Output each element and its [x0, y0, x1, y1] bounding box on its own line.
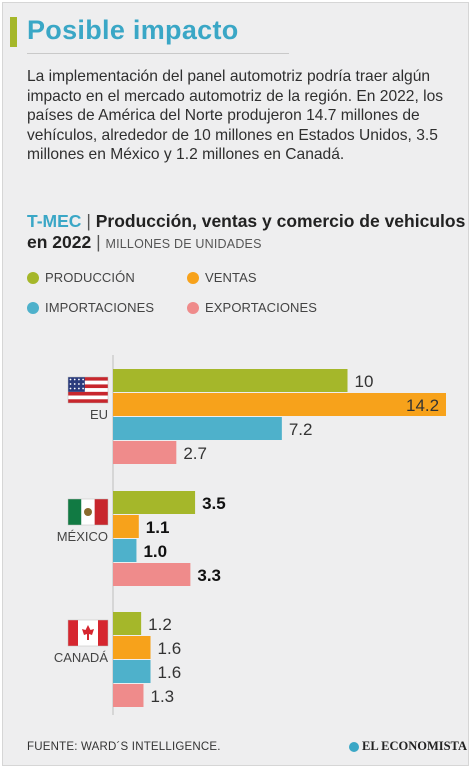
legend-swatch — [27, 301, 39, 314]
bar-chart: 10 14.2 7.2 2.7 EU 3.5 1.1 1.0 3.3 MÉXICO 1.2 1.6 1.… — [54, 355, 446, 715]
page-title: Posible impacto — [27, 15, 239, 45]
bar — [113, 393, 446, 416]
canada-flag-icon — [67, 619, 109, 647]
category-label: CANADÁ — [54, 650, 109, 665]
bar — [113, 369, 348, 392]
bar — [113, 684, 144, 707]
data-label: 1.6 — [158, 639, 182, 658]
legend-label: PRODUCCIÓN — [45, 270, 135, 285]
bar — [113, 515, 139, 538]
legend-item-importaciones: IMPORTACIONES — [27, 300, 154, 315]
bar — [113, 563, 191, 586]
bar — [113, 417, 282, 440]
publisher-name: EL ECONOMISTA — [362, 739, 467, 753]
source-note: FUENTE: WARD´S INTELLIGENCE. — [27, 741, 221, 753]
chart-title-tag: T-MEC — [27, 211, 82, 231]
data-label: 3.5 — [202, 494, 226, 513]
data-label: 3.3 — [197, 566, 221, 585]
publisher-logo: EL ECONOMISTA — [349, 739, 467, 754]
intro-paragraph: La implementación del panel automotriz p… — [27, 68, 444, 163]
bar — [113, 636, 151, 659]
data-label: 1.2 — [148, 615, 172, 634]
logo-mark-icon — [349, 741, 359, 752]
data-label: 7.2 — [289, 420, 313, 439]
data-label: 10 — [355, 372, 374, 391]
data-label: 1.0 — [143, 542, 167, 561]
legend-swatch — [27, 271, 39, 284]
bar — [113, 491, 196, 514]
data-label: 2.7 — [183, 444, 207, 463]
data-label: 1.3 — [150, 687, 174, 706]
chart-title: T-MEC | Producción, ventas y comercio de… — [27, 211, 467, 255]
bar — [113, 539, 137, 562]
legend-item-produccion: PRODUCCIÓN — [27, 270, 135, 285]
legend-item-exportaciones: EXPORTACIONES — [187, 300, 317, 315]
legend-label: EXPORTACIONES — [205, 300, 318, 315]
legend-swatch — [187, 271, 199, 284]
title-divider — [27, 53, 289, 54]
chart-title-separator: | — [81, 211, 96, 231]
chart-title-main: Producción, ventas y comercio de vehicul… — [27, 211, 466, 252]
chart-unit-label: MILLONES DE UNIDADES — [105, 237, 262, 251]
data-label: 1.1 — [146, 518, 170, 537]
data-label: 1.6 — [158, 663, 182, 682]
category-label: EU — [90, 407, 108, 422]
category-label: MÉXICO — [57, 529, 108, 544]
bar — [113, 441, 177, 464]
mexico-flag-icon — [67, 498, 109, 526]
legend-swatch — [187, 301, 199, 314]
legend-label: IMPORTACIONES — [45, 300, 155, 315]
data-label: 14.2 — [406, 396, 439, 415]
legend-item-ventas: VENTAS — [187, 270, 257, 285]
chart-title-separator-2: | — [91, 232, 106, 252]
title-accent-bar — [10, 17, 17, 47]
bar — [113, 612, 142, 635]
us-flag-icon — [67, 376, 109, 404]
bar — [113, 660, 151, 683]
legend-label: VENTAS — [205, 270, 257, 285]
